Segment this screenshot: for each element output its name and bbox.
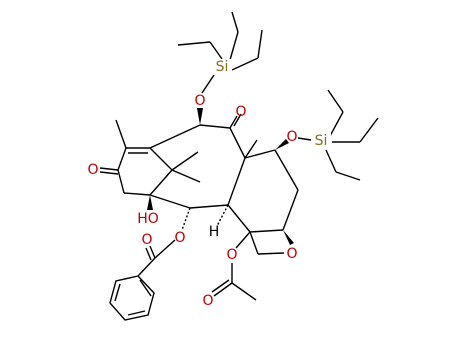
atom-label: H bbox=[209, 224, 220, 240]
atom-labels: Si O O O O Si HO O O H O O O bbox=[87, 59, 331, 309]
atom-label: O bbox=[286, 129, 297, 145]
atom-label: O bbox=[202, 293, 213, 309]
atom-label: O bbox=[226, 247, 237, 263]
atom-label: HO bbox=[137, 211, 159, 227]
atom-label: Si bbox=[216, 59, 229, 75]
atom-label: O bbox=[194, 93, 205, 109]
atom-label: O bbox=[174, 230, 185, 246]
atom-label: O bbox=[141, 232, 152, 248]
atom-label: O bbox=[87, 162, 98, 178]
atom-label: Si bbox=[315, 133, 328, 149]
bonds bbox=[99, 11, 379, 321]
atom-label: O bbox=[286, 246, 297, 262]
atom-label: O bbox=[235, 104, 246, 120]
